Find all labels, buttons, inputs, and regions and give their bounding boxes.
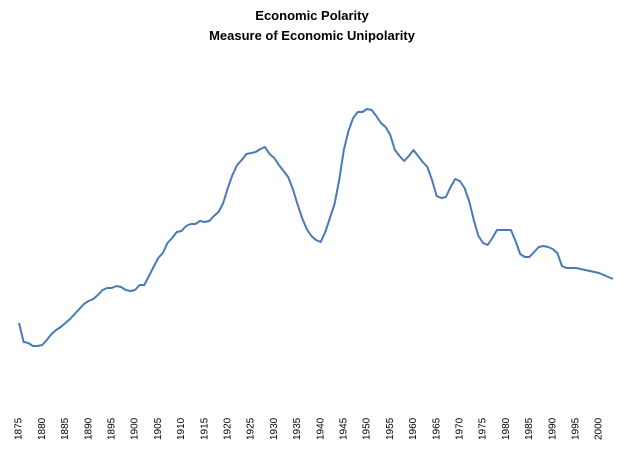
x-tick-label: 1920 [222, 417, 233, 440]
x-tick-label: 1965 [431, 417, 442, 440]
x-tick-label: 1945 [338, 417, 349, 440]
x-tick-label: 1910 [176, 417, 187, 440]
x-tick-label: 1970 [455, 417, 466, 440]
x-tick-label: 1900 [130, 417, 141, 440]
x-tick-label: 2000 [594, 417, 605, 440]
x-tick-label: 1935 [292, 417, 303, 440]
x-tick-label: 1990 [547, 417, 558, 440]
x-tick-label: 1975 [478, 417, 489, 440]
data-line [18, 108, 614, 347]
x-tick-label: 1940 [315, 417, 326, 440]
x-tick-label: 1880 [37, 417, 48, 440]
x-tick-label: 1930 [269, 417, 280, 440]
x-tick-label: 1995 [571, 417, 582, 440]
x-tick-label: 1905 [153, 417, 164, 440]
chart-subtitle: Measure of Economic Unipolarity [209, 28, 416, 43]
x-tick-label: 1955 [385, 417, 396, 440]
x-tick-label: 1985 [524, 417, 535, 440]
chart-title: Economic Polarity [255, 8, 369, 23]
x-tick-label: 1950 [362, 417, 373, 440]
x-tick-label: 1960 [408, 417, 419, 440]
x-tick-label: 1875 [14, 417, 25, 440]
x-tick-label: 1895 [106, 417, 117, 440]
x-tick-label: 1925 [246, 417, 257, 440]
x-tick-label: 1980 [501, 417, 512, 440]
x-tick-label: 1915 [199, 417, 210, 440]
x-tick-label: 1890 [83, 417, 94, 440]
x-tick-label: 1885 [60, 417, 71, 440]
